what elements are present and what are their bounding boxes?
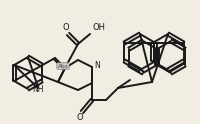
Text: NH: NH xyxy=(32,86,44,94)
Text: O: O xyxy=(62,24,69,32)
Text: Abs: Abs xyxy=(57,63,68,68)
Text: OH: OH xyxy=(93,24,105,32)
Text: N: N xyxy=(94,61,99,69)
Text: O: O xyxy=(76,113,83,123)
